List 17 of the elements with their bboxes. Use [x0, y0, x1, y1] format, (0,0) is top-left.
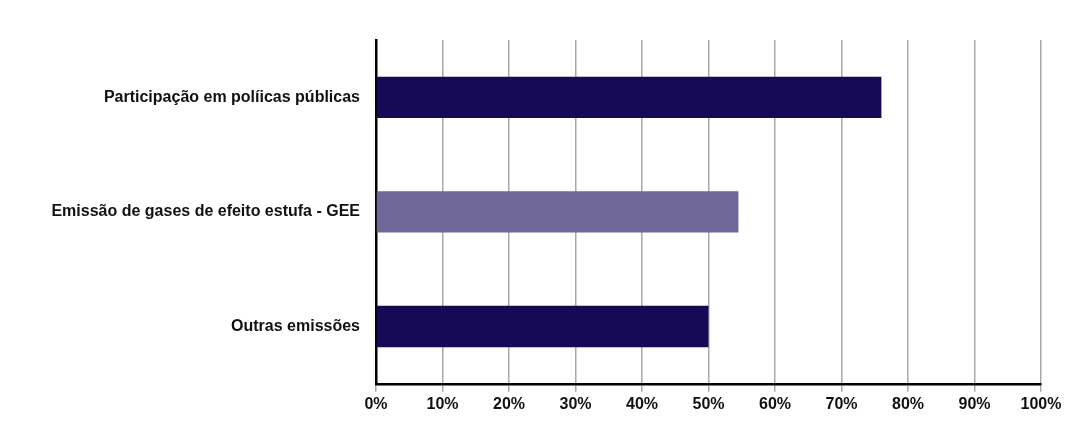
bar: [376, 76, 882, 118]
x-tick-label: 40%: [625, 394, 659, 412]
x-tick-label: 50%: [692, 394, 725, 412]
x-tick-label: 70%: [825, 394, 858, 412]
x-tick-label: 100%: [1020, 394, 1062, 412]
x-tick-label: 20%: [492, 394, 526, 412]
x-tick-label: 30%: [559, 394, 592, 412]
bar: [376, 305, 709, 348]
y-tick-label: Outras emissões: [231, 316, 361, 334]
bar: [376, 191, 739, 233]
y-tick-label: Emissão de gases de efeito estufa - GEE: [51, 202, 361, 220]
x-tick-label: 0%: [364, 394, 388, 412]
x-tick-label: 90%: [958, 394, 991, 412]
x-tick-label: 10%: [426, 394, 459, 412]
y-tick-label: Participação em políicas públicas: [103, 87, 361, 105]
x-tick-label: 80%: [891, 394, 925, 412]
x-tick-label: 60%: [758, 394, 792, 412]
